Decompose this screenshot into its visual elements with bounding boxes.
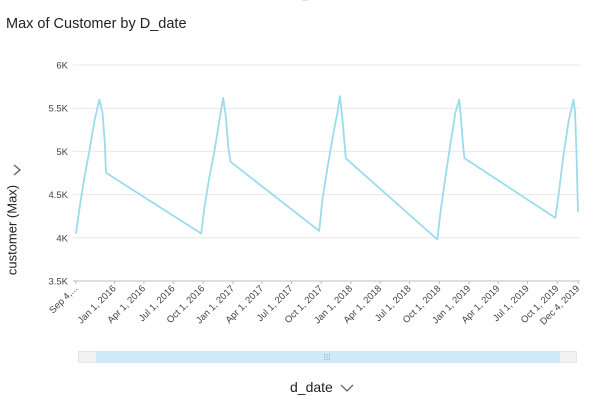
chevron-left-icon[interactable]: [10, 163, 24, 177]
y-tick-label: 4K: [56, 233, 68, 244]
y-tick-label: 5K: [56, 147, 68, 158]
x-axis-title[interactable]: d_date: [290, 379, 333, 395]
y-tick-label: 3.5K: [48, 277, 68, 288]
x-tick-label: Sep 4,...: [47, 283, 80, 316]
chart-title: Max of Customer by D_date: [6, 16, 187, 32]
y-tick-labels: 3.5K 4K 4.5K 5K 5.5K 6K: [48, 61, 68, 288]
chevron-down-icon[interactable]: [340, 383, 354, 393]
grip-icon: [324, 354, 330, 360]
series-line[interactable]: [75, 95, 579, 241]
top-drag-handle[interactable]: [302, 0, 308, 1]
series-group: [75, 95, 579, 241]
y-tick-label: 6K: [56, 61, 68, 72]
grid-lines: [73, 64, 580, 282]
range-scrollbar-thumb[interactable]: [96, 351, 560, 363]
y-tick-label: 4.5K: [48, 190, 68, 201]
y-tick-label: 5.5K: [48, 104, 68, 115]
